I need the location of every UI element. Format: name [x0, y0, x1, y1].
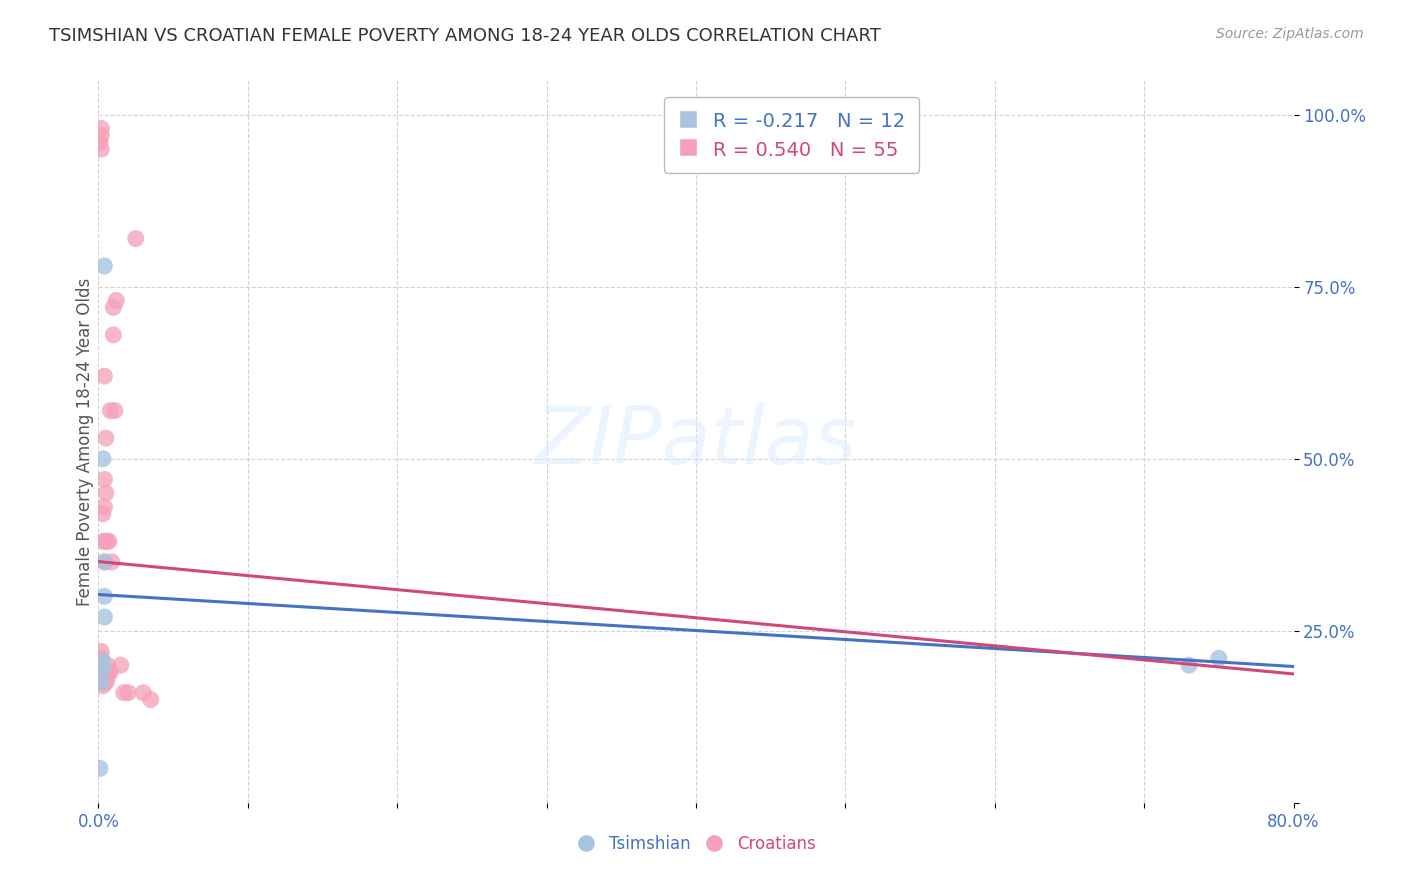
Point: [98, 403, 122, 417]
Point: [89, 658, 111, 673]
Point: [125, 231, 148, 245]
Point: [90, 658, 112, 673]
Point: [1178, 658, 1201, 673]
Point: [93, 259, 115, 273]
Point: [93, 472, 115, 486]
Point: [93, 555, 115, 569]
Text: TSIMSHIAN VS CROATIAN FEMALE POVERTY AMONG 18-24 YEAR OLDS CORRELATION CHART: TSIMSHIAN VS CROATIAN FEMALE POVERTY AMO…: [49, 27, 882, 45]
Point: [101, 555, 124, 569]
Point: [91, 534, 114, 549]
Point: [94, 486, 117, 500]
Text: Source: ZipAtlas.com: Source: ZipAtlas.com: [1216, 27, 1364, 41]
Point: [90, 675, 112, 690]
Point: [94, 668, 117, 682]
Point: [97, 665, 120, 679]
Point: [89, 675, 111, 690]
Point: [93, 500, 115, 514]
Point: [117, 686, 139, 700]
Point: [91, 672, 114, 686]
Text: ZIPatlas: ZIPatlas: [534, 402, 858, 481]
Point: [90, 672, 112, 686]
Point: [89, 135, 111, 149]
Point: [90, 658, 112, 673]
Point: [93, 555, 115, 569]
Point: [112, 686, 135, 700]
Point: [93, 369, 115, 384]
Point: [90, 675, 112, 690]
Point: [139, 692, 162, 706]
Legend: Tsimshian, Croatians: Tsimshian, Croatians: [569, 828, 823, 860]
Point: [91, 662, 114, 676]
Point: [96, 672, 118, 686]
Point: [94, 431, 117, 445]
Point: [93, 672, 115, 686]
Point: [91, 658, 114, 673]
Point: [103, 301, 125, 315]
Point: [90, 651, 112, 665]
Point: [89, 761, 111, 775]
Point: [89, 662, 111, 676]
Point: [90, 142, 112, 156]
Point: [91, 655, 114, 669]
Point: [90, 128, 112, 143]
Point: [90, 121, 112, 136]
Point: [132, 686, 155, 700]
Point: [89, 668, 111, 682]
Point: [94, 534, 117, 549]
Point: [96, 534, 118, 549]
Point: [1208, 651, 1230, 665]
Point: [91, 507, 114, 521]
Point: [97, 534, 120, 549]
Point: [98, 665, 122, 679]
Point: [94, 675, 117, 690]
Point: [91, 668, 114, 682]
Point: [91, 679, 114, 693]
Point: [91, 451, 114, 466]
Point: [110, 658, 132, 673]
Point: [93, 665, 115, 679]
Point: [90, 644, 112, 658]
Point: [91, 665, 114, 679]
Point: [90, 662, 112, 676]
Point: [93, 610, 115, 624]
Point: [93, 590, 115, 604]
Point: [93, 675, 115, 690]
Point: [104, 403, 127, 417]
Point: [105, 293, 128, 308]
Y-axis label: Female Poverty Among 18-24 Year Olds: Female Poverty Among 18-24 Year Olds: [76, 277, 94, 606]
Point: [91, 662, 114, 676]
Point: [89, 665, 111, 679]
Point: [96, 658, 118, 673]
Point: [103, 327, 125, 342]
Point: [94, 665, 117, 679]
Point: [90, 665, 112, 679]
